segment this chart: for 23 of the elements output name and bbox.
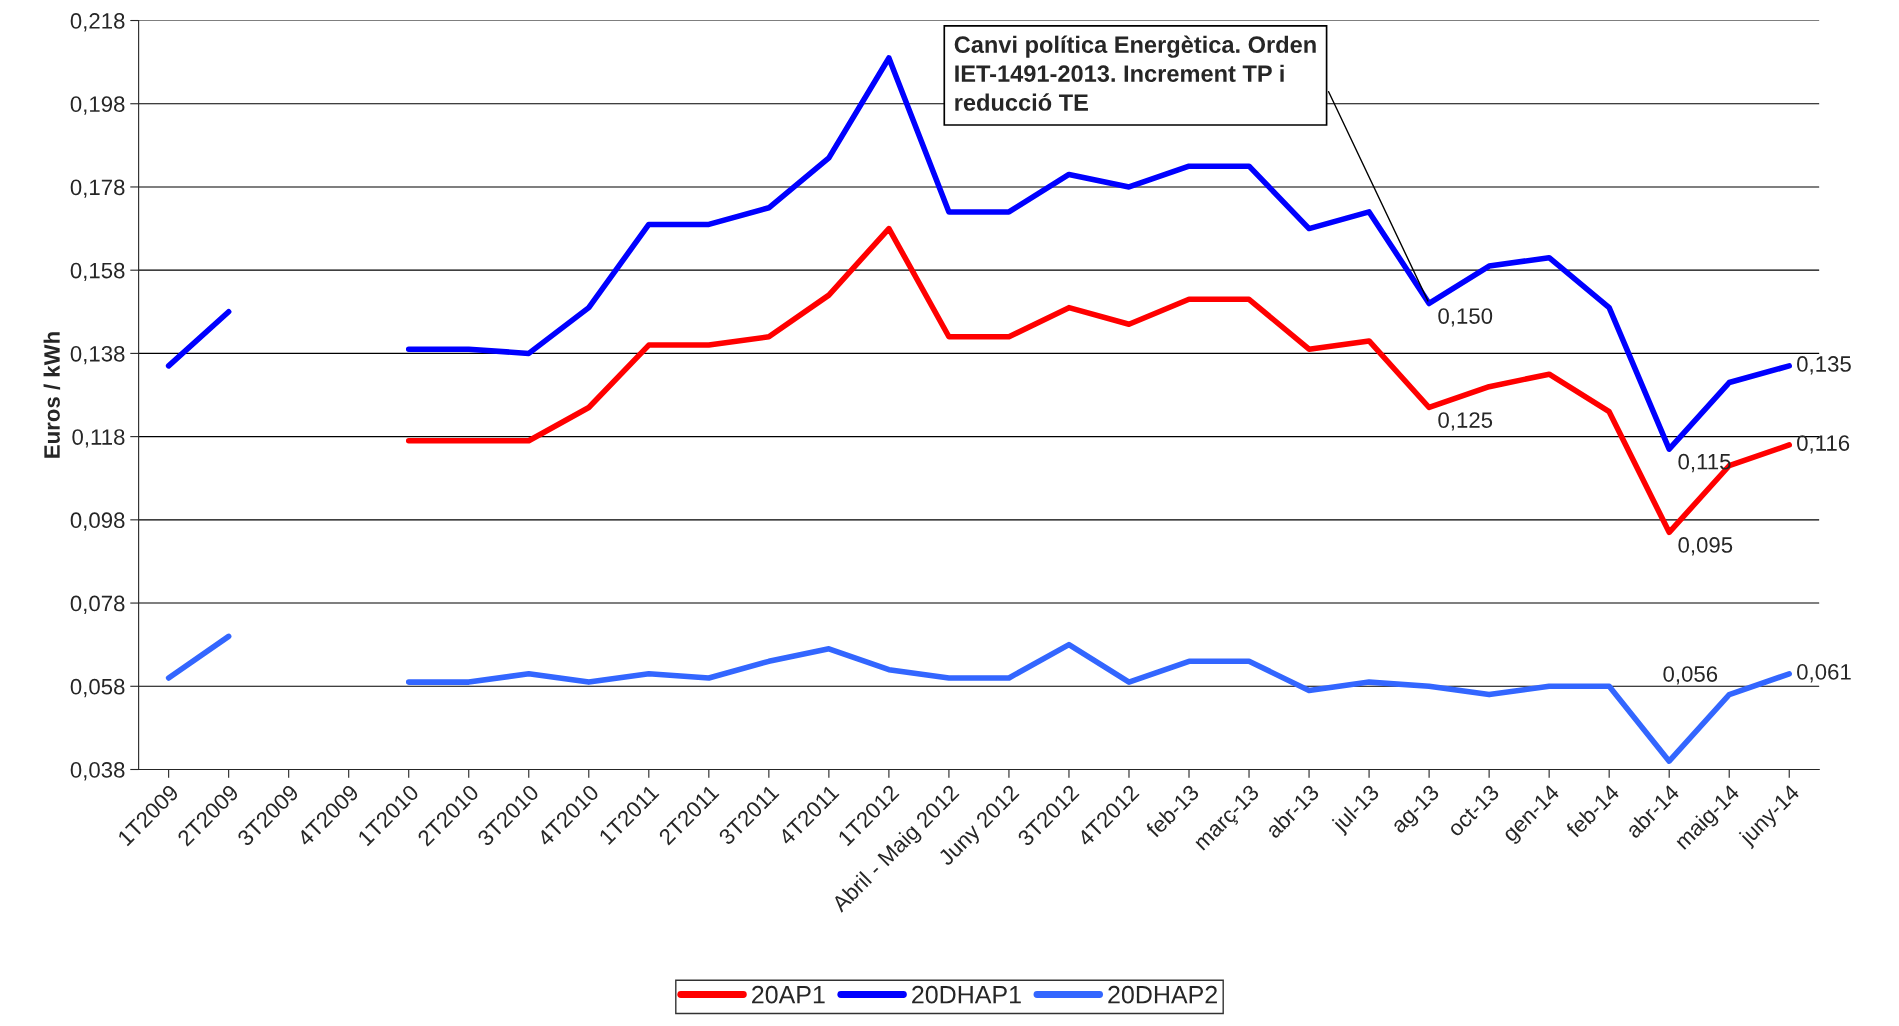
y-tick-label: 0,178 [70,179,125,198]
data-label: 0,116 [1797,435,1850,454]
data-label: 0,056 [1663,666,1718,685]
data-label: 0,095 [1678,537,1733,556]
data-label: 0,125 [1438,412,1493,431]
y-tick-label: 0,098 [70,512,125,531]
annotation: Canvi política Energètica. Orden IET-1491-2013. Increment TP i reducció TE [954,35,1316,111]
data-label: 0,150 [1438,308,1493,327]
data-label: 0,061 [1797,664,1851,683]
legend-label: 20DHAP2 [1108,985,1217,1004]
y-tick-label: 0,198 [70,96,125,115]
y-tick-label: 0,138 [70,345,125,365]
data-label: 0,135 [1797,356,1851,375]
y-tick-label: 0,118 [72,429,125,448]
y-tick-label: 0,218 [70,13,125,32]
legend-label: 20AP1 [752,985,825,1004]
data-label: 0,115 [1678,453,1731,473]
y-tick-label: 0,078 [70,595,125,614]
y-tick-label: 0,058 [70,678,125,698]
y-tick-label: 0,038 [70,762,125,781]
y-tick-label: 0,158 [70,262,125,282]
legend-label: 20DHAP1 [912,985,1021,1004]
y-axis-title: Euros / kWh [43,332,61,458]
